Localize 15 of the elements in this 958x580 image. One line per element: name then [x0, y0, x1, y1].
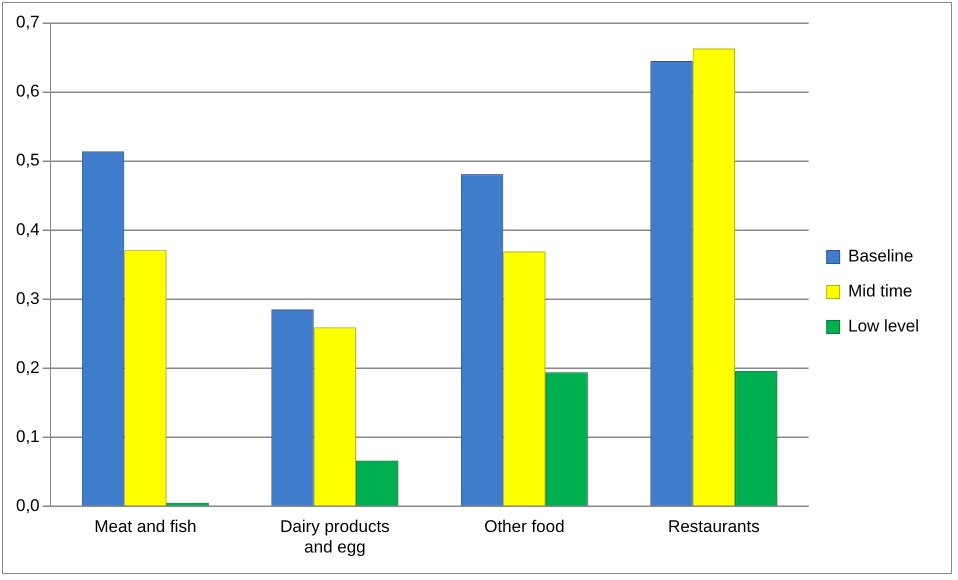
legend-label: Low level	[848, 316, 920, 336]
x-tick-label: Dairy products and egg	[280, 517, 390, 556]
x-tick-label: Meat and fish	[94, 517, 196, 536]
y-tick-label: 0,5	[16, 150, 40, 170]
x-tick-label: Restaurants	[668, 517, 760, 536]
y-tick-label: 0,0	[16, 496, 40, 515]
y-tick-label: 0,1	[16, 426, 40, 446]
y-tick-label: 0,3	[16, 288, 40, 308]
y-tick-label: 0,7	[16, 12, 40, 32]
legend-label: Mid time	[848, 282, 912, 301]
x-tick-label: Other food	[484, 517, 565, 536]
legend-label: Baseline	[848, 246, 914, 266]
y-tick-label: 0,2	[16, 358, 40, 377]
y-tick-label: 0,6	[16, 82, 40, 101]
y-tick-label: 0,4	[16, 220, 40, 239]
